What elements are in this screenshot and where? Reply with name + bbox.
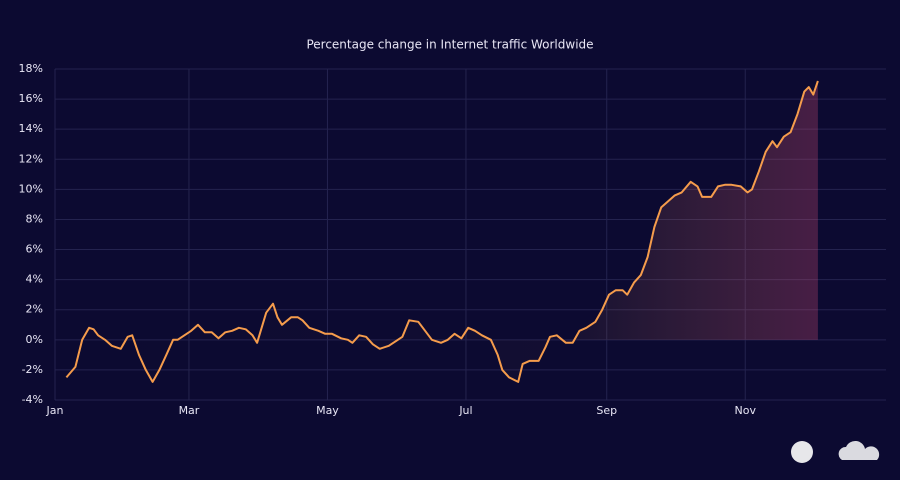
y-tick-label: 8% [26,212,43,225]
y-tick-label: 16% [19,92,43,105]
y-tick-label: 14% [19,122,43,135]
y-tick-label: 18% [19,62,43,75]
y-tick-label: 10% [19,182,43,195]
x-tick-label: May [316,404,339,417]
y-tick-label: 4% [26,273,43,286]
x-tick-label: Jan [46,404,64,417]
chart-title: Percentage change in Internet traffic Wo… [306,38,593,52]
y-tick-label: 0% [26,333,43,346]
y-tick-label: 6% [26,243,43,256]
line [65,80,819,383]
y-tick-label: 12% [19,152,43,165]
x-tick-label: Sep [596,404,617,417]
x-tick-label: Mar [179,404,200,417]
area [66,81,818,382]
x-tick-label: Jul [458,404,472,417]
logo [791,440,880,463]
x-tick-label: Nov [734,404,756,417]
y-tick-label: -4% [22,393,43,406]
y-tick-label: 2% [26,303,43,316]
y-tick-label: -2% [22,363,43,376]
